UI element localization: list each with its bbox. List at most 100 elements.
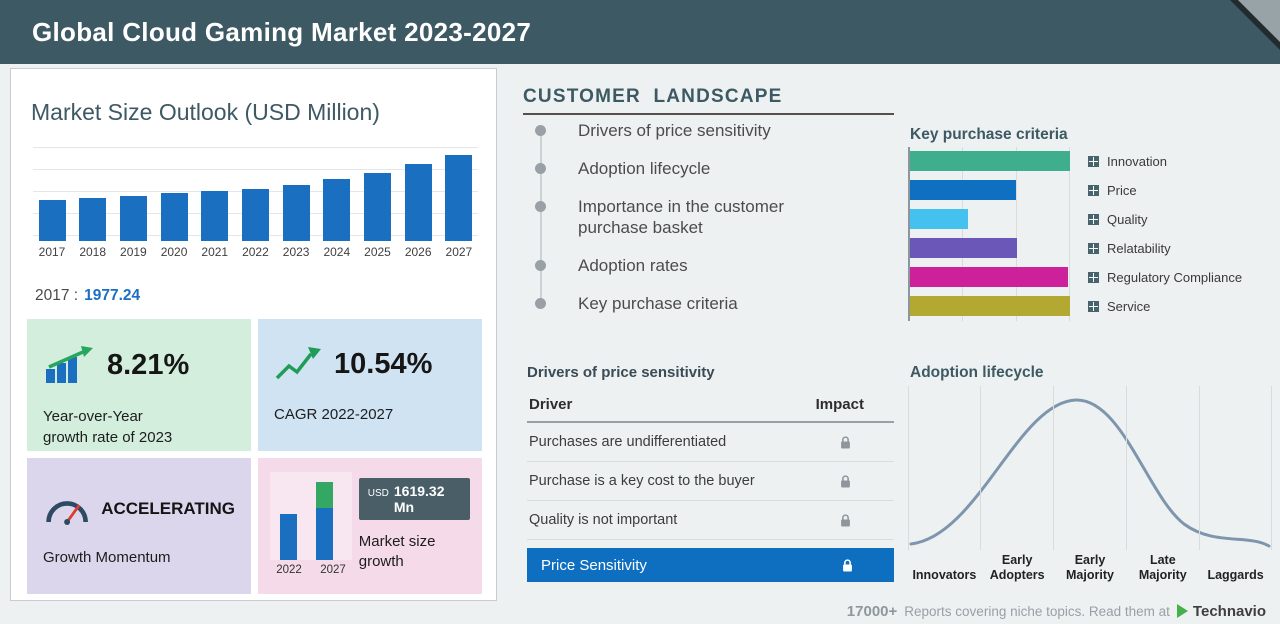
header-bar: Global Cloud Gaming Market 2023-2027 [0,0,1280,64]
kpc-bar [910,180,1016,200]
yoy-label: Year-over-Year growth rate of 2023 [43,407,235,448]
bell-curve-icon [908,386,1272,550]
landscape-item-label: Importance in the customer purchase bask… [578,197,784,237]
footer: 17000+ Reports covering niche topics. Re… [847,600,1266,622]
chart-gridline [1126,386,1127,550]
driver-row: Quality is not important [527,501,894,540]
driver-label: Purchase is a key cost to the buyer [529,473,755,489]
market-bar-group: 2019 [118,147,148,259]
chart-gridline [1053,386,1054,550]
legend-label: Regulatory Compliance [1107,270,1242,285]
market-size-title: Market Size Outlook (USD Million) [31,99,380,126]
lifecycle-stage-label: Early Adopters [981,553,1054,582]
market-bar-label: 2023 [283,246,310,259]
momentum-card: ACCELERATING Growth Momentum [27,458,251,594]
chart-annotation: 2017 : 1977.24 [35,287,140,305]
brand-name: Technavio [1193,603,1266,620]
market-bar-group: 2020 [159,147,189,259]
market-bar-label: 2018 [79,246,106,259]
column-header-driver: Driver [529,396,572,413]
kpc-bar [910,238,1017,258]
lifecycle-stage-label: Innovators [908,568,981,582]
legend-item: Quality [1088,209,1242,229]
market-bar [283,185,310,241]
cagr-value: 10.54% [334,348,432,381]
market-bar-label: 2019 [120,246,147,259]
bar-growth-icon [43,345,97,385]
mini-bar-2022 [280,514,297,560]
market-bar [201,191,228,241]
kpc-bar [910,209,968,229]
kpc-bar-row [910,209,1070,229]
cagr-card: 10.54% CAGR 2022-2027 [258,319,482,451]
reports-count: 17000+ [847,603,897,620]
market-bar [79,198,106,241]
market-bar-group: 2017 [37,147,67,259]
lifecycle-labels: InnovatorsEarly AdoptersEarly MajorityLa… [908,550,1272,582]
yoy-growth-card: 8.21% Year-over-Year growth rate of 2023 [27,319,251,451]
legend-marker-icon [1088,214,1099,225]
kpc-bar-row [910,238,1070,258]
lifecycle-stage-label: Early Majority [1054,553,1127,582]
market-bar-label: 2020 [161,246,188,259]
badge-value: 1619.32 Mn [394,483,461,515]
market-bar-label: 2027 [446,246,473,259]
bullet-dot-icon [535,298,546,309]
customer-landscape-title: CUSTOMER LANDSCAPE [523,86,783,108]
chart-gridline [1199,386,1200,550]
landscape-list-item: Key purchase criteria [532,293,817,314]
yoy-value: 8.21% [107,349,189,382]
bullet-dot-icon [535,163,546,174]
kpc-bar [910,267,1068,287]
market-bar-group: 2024 [322,147,352,259]
annotation-value: 1977.24 [84,287,140,304]
driver-label: Quality is not important [529,512,677,528]
landscape-item-label: Key purchase criteria [578,294,738,313]
landscape-list-item: Adoption rates [532,255,817,276]
infographic-page: Global Cloud Gaming Market 2023-2027 Mar… [0,0,1280,624]
legend-marker-icon [1088,272,1099,283]
market-bar [242,189,269,241]
market-bar [364,173,391,241]
title-underline [523,113,894,115]
landscape-list-item: Drivers of price sensitivity [532,120,817,141]
legend-item: Innovation [1088,151,1242,171]
market-bar-group: 2022 [240,147,270,259]
legend-marker-icon [1088,243,1099,254]
market-bar-group: 2027 [444,147,474,259]
legend-item: Regulatory Compliance [1088,267,1242,287]
drivers-table: Driver Impact Purchases are undifferenti… [527,392,894,582]
market-bar-label: 2026 [405,246,432,259]
landscape-list-item: Adoption lifecycle [532,158,817,179]
market-bar-group: 2023 [281,147,311,259]
drivers-title: Drivers of price sensitivity [527,364,715,381]
legend-label: Price [1107,183,1137,198]
growth-mini-chart: 2022 2027 [270,470,347,582]
chart-gridline [980,386,981,550]
legend-label: Quality [1107,212,1147,227]
lock-icon [839,513,852,528]
kpc-bar [910,151,1070,171]
market-bar-group: 2021 [200,147,230,259]
legend-item: Price [1088,180,1242,200]
column-header-impact: Impact [816,396,864,413]
kpc-legend: InnovationPriceQualityRelatabilityRegula… [1088,151,1242,325]
market-bar [445,155,472,241]
market-bar-label: 2021 [201,246,228,259]
landscape-list-item: Importance in the customer purchase bask… [532,196,817,238]
footer-text: Reports covering niche topics. Read them… [904,604,1170,619]
price-sensitivity-row: Price Sensitivity [527,548,894,582]
market-bar-label: 2025 [364,246,391,259]
chart-gridline [908,386,909,550]
growth-value-badge: USD 1619.32 Mn [359,478,470,520]
market-bar [405,164,432,241]
price-sensitivity-label: Price Sensitivity [541,557,647,574]
market-bar-group: 2025 [363,147,393,259]
market-bar [39,200,66,241]
market-bar-label: 2022 [242,246,269,259]
market-bar [323,179,350,241]
annotation-year: 2017 : [35,287,78,304]
landscape-item-label: Adoption rates [578,256,688,275]
key-purchase-criteria-title: Key purchase criteria [910,126,1068,144]
technavio-logo[interactable]: Technavio [1177,603,1266,620]
